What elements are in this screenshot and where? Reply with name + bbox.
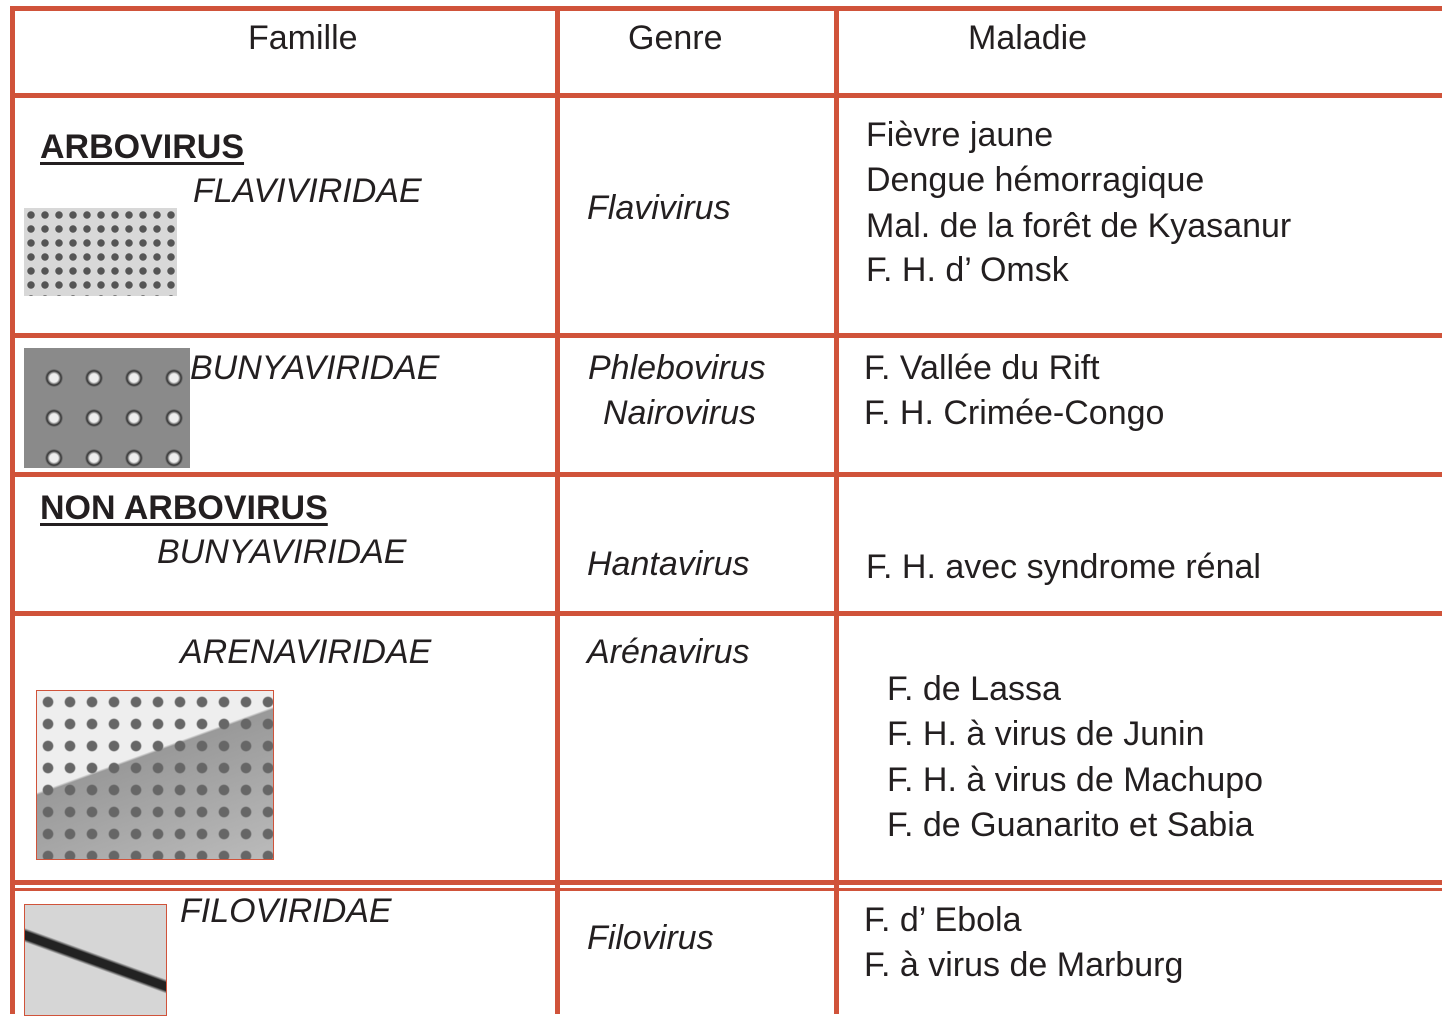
rule: [834, 6, 839, 1014]
disease: F. de Lassa: [887, 670, 1061, 708]
disease: Fièvre jaune: [866, 116, 1054, 154]
rule: [10, 880, 1442, 885]
disease: F. à virus de Marburg: [864, 946, 1184, 984]
group-label: ARBOVIRUS: [40, 128, 245, 166]
disease: F. H. d’ Omsk: [866, 251, 1069, 289]
rule: [555, 6, 560, 1014]
family: FILOVIRIDAE: [180, 892, 392, 930]
family: ARENAVIRIDAE: [180, 633, 432, 671]
disease: F. H. à virus de Junin: [887, 715, 1205, 753]
header-cell: Famille: [248, 19, 358, 57]
rule: [10, 93, 1442, 98]
disease: F. H. Crimée-Congo: [864, 394, 1165, 432]
genus: Filovirus: [587, 919, 714, 957]
family: BUNYAVIRIDAE: [157, 533, 407, 571]
genus: Arénavirus: [587, 633, 750, 671]
rule: [10, 333, 1442, 338]
genus: Flavivirus: [587, 189, 731, 227]
rule: [10, 888, 1442, 891]
micrograph: [36, 690, 274, 860]
family: BUNYAVIRIDAE: [190, 349, 440, 387]
header-cell: Genre: [628, 19, 723, 57]
micrograph: [24, 208, 177, 296]
disease: F. H. avec syndrome rénal: [866, 548, 1261, 586]
genus: Phlebovirus: [588, 349, 766, 387]
micrograph: [24, 904, 167, 1016]
group-label: NON ARBOVIRUS: [40, 489, 328, 527]
genus: Nairovirus: [603, 394, 757, 432]
rule: [10, 6, 1442, 11]
family: FLAVIVIRIDAE: [193, 172, 422, 210]
disease: Dengue hémorragique: [866, 161, 1205, 199]
disease: F. H. à virus de Machupo: [887, 761, 1264, 799]
rule: [10, 472, 1442, 477]
disease: F. Vallée du Rift: [864, 349, 1100, 387]
micrograph: [24, 348, 190, 468]
genus: Hantavirus: [587, 545, 750, 583]
header-cell: Maladie: [968, 19, 1088, 57]
rule: [10, 6, 15, 1014]
rule: [10, 611, 1442, 616]
disease: F. de Guanarito et Sabia: [887, 806, 1254, 844]
disease: Mal. de la forêt de Kyasanur: [866, 207, 1292, 245]
disease: F. d’ Ebola: [864, 901, 1022, 939]
